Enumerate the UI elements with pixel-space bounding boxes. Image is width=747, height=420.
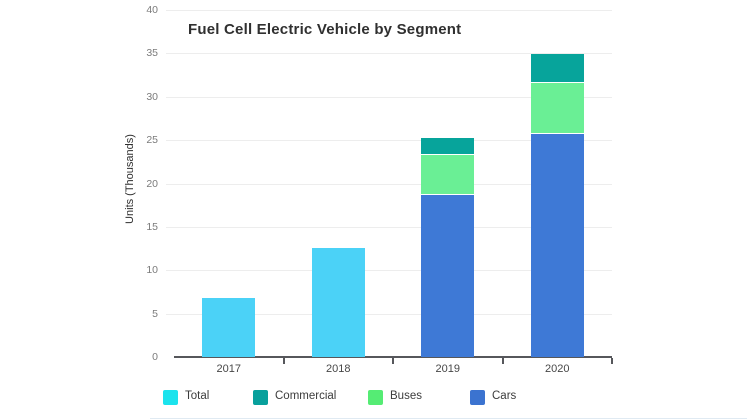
bar-segment-cars-2020 — [530, 133, 584, 357]
gridline-40 — [166, 10, 612, 11]
y-tick-label-35: 35 — [146, 47, 158, 60]
legend-swatch-cars — [470, 390, 485, 405]
x-tick-label-2018: 2018 — [326, 363, 351, 375]
y-tick-label-30: 30 — [146, 90, 158, 103]
gridline-15 — [166, 226, 612, 228]
legend-label-cars: Cars — [492, 390, 517, 402]
y-tick-label-25: 25 — [146, 134, 158, 147]
gridline-20 — [166, 183, 612, 185]
x-axis-tick-2 — [392, 358, 394, 364]
x-tick-label-2019: 2019 — [435, 363, 460, 375]
gridline-30 — [166, 96, 612, 98]
gridline-10 — [166, 270, 612, 272]
legend-swatch-total — [163, 390, 178, 405]
x-axis-tick-3 — [501, 358, 504, 364]
bar-segment-commercial-2019 — [421, 138, 475, 154]
y-tick-label-15: 15 — [146, 220, 158, 233]
chart-title: Fuel Cell Electric Vehicle by Segment — [188, 21, 462, 38]
y-tick-label-5: 5 — [152, 307, 158, 320]
legend-item-buses: Buses — [368, 389, 478, 405]
gridline-25 — [166, 140, 612, 142]
legend-item-total: Total — [163, 389, 273, 405]
y-tick-label-20: 20 — [146, 177, 158, 190]
y-tick-label-10: 10 — [146, 264, 158, 277]
legend-label-total: Total — [185, 390, 210, 402]
legend-item-commercial: Commercial — [253, 389, 363, 405]
legend-label-commercial: Commercial — [275, 390, 337, 402]
x-axis-line — [174, 356, 612, 358]
bar-segment-total-2018 — [311, 247, 365, 357]
x-tick-label-2017: 2017 — [216, 363, 241, 375]
bar-segment-cars-2019 — [421, 193, 475, 357]
y-tick-label-0: 0 — [152, 351, 158, 363]
legend-swatch-buses — [368, 390, 383, 405]
legend-swatch-commercial — [253, 390, 268, 405]
y-tick-label-40: 40 — [146, 4, 158, 16]
bar-segment-total-2017 — [202, 298, 256, 357]
bar-segment-commercial-2020 — [530, 54, 584, 82]
x-axis-tick-4 — [611, 358, 613, 364]
x-axis-tick-1 — [282, 358, 285, 364]
bar-segment-buses-2020 — [530, 82, 584, 134]
bottom-separator-line — [150, 418, 747, 419]
gridline-5 — [166, 313, 612, 315]
bar-segment-buses-2019 — [421, 154, 475, 194]
x-tick-label-2020: 2020 — [545, 363, 570, 375]
gridline-35 — [166, 53, 612, 55]
legend-item-cars: Cars — [470, 389, 580, 405]
legend-label-buses: Buses — [390, 390, 422, 402]
